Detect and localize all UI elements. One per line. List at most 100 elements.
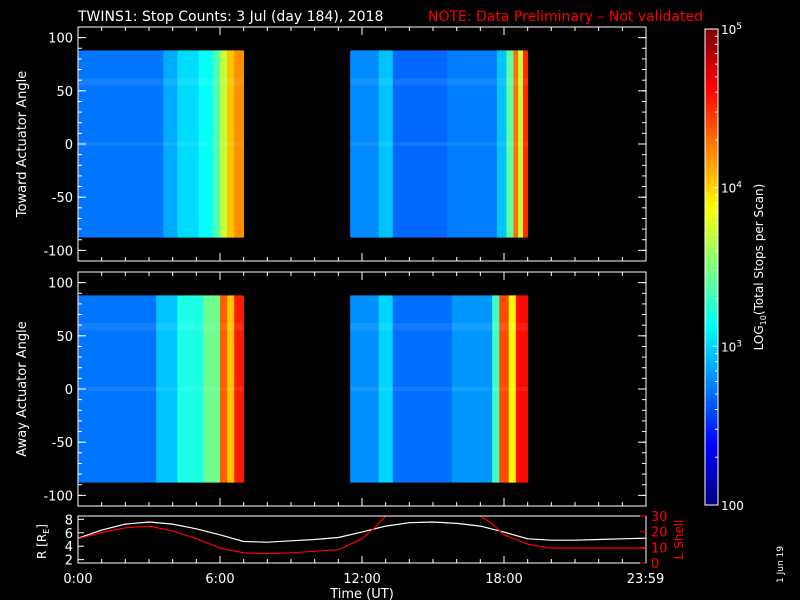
colorbar-step — [705, 219, 718, 224]
heatmap-stripe — [203, 295, 221, 483]
left-axis-label-subscript: E — [42, 529, 51, 534]
colorbar-step — [705, 116, 718, 121]
colorbar-tick-exponent: 5 — [736, 22, 742, 32]
colorbar-step — [705, 306, 718, 312]
colorbar-step — [705, 140, 718, 145]
colorbar-step — [705, 167, 718, 173]
colorbar-step — [705, 191, 718, 197]
heatmap-stripe — [492, 295, 500, 483]
colorbar-step — [705, 429, 718, 435]
colorbar-step — [705, 68, 718, 74]
x-tick-label: 6:00 — [205, 572, 234, 587]
colorbar-step — [705, 298, 718, 304]
colorbar-step — [705, 389, 718, 395]
preliminary-note: NOTE: Data Preliminary – Not validated — [428, 9, 703, 25]
heatmap-stripe — [198, 50, 214, 238]
colorbar-step — [705, 330, 718, 335]
colorbar-step — [705, 171, 718, 177]
colorbar-step — [705, 120, 718, 125]
heatmap-angle-band — [350, 78, 528, 86]
colorbar-tick-label: 104 — [721, 181, 742, 196]
heatmap-stripe — [378, 295, 394, 483]
colorbar-step — [705, 112, 718, 117]
heatmap-stripe — [392, 50, 448, 238]
heatmap-angle-band — [78, 141, 244, 147]
colorbar-step — [705, 405, 718, 411]
heatmap-stripe — [234, 50, 244, 238]
plot-date-stamp: 1 Jun 19 — [776, 546, 786, 583]
colorbar-frame — [704, 28, 719, 506]
colorbar-step — [705, 136, 718, 141]
colorbar-label-prefix: LOG — [752, 325, 766, 350]
colorbar-step — [705, 263, 718, 268]
colorbar-tick-exponent: 3 — [736, 339, 742, 349]
colorbar-step — [705, 251, 718, 256]
colorbar-step — [705, 501, 718, 506]
left-axis-label-bracket: ] — [35, 524, 49, 529]
y-tick-label: -100 — [43, 489, 73, 504]
colorbar-step — [705, 282, 718, 288]
heatmap-stripe — [506, 50, 514, 238]
colorbar-step — [705, 441, 718, 446]
colorbar-step — [705, 417, 718, 423]
colorbar-step — [705, 235, 718, 240]
colorbar-tick-label: 105 — [721, 22, 742, 37]
heatmap-stripe — [177, 295, 204, 483]
colorbar-step — [705, 401, 718, 407]
x-tick-label: 23:59 — [627, 572, 664, 587]
heatmap-stripe — [350, 50, 379, 238]
colorbar-step — [705, 374, 718, 379]
colorbar-step — [705, 322, 718, 327]
right-y-tick-label: 0 — [651, 557, 659, 572]
colorbar-tick-base: 100 — [721, 499, 744, 513]
heatmap-angle-band — [78, 323, 244, 331]
colorbar-step — [705, 386, 718, 391]
colorbar-label: LOG10(Total Stops per Scan) — [752, 184, 768, 351]
x-tick-label: 12:00 — [343, 572, 380, 587]
heatmap-stripe — [156, 295, 178, 483]
colorbar-step — [705, 215, 718, 220]
colorbar-step — [705, 465, 718, 470]
colorbar-step — [705, 148, 718, 153]
colorbar-step — [705, 425, 718, 431]
colorbar-step — [705, 437, 718, 443]
colorbar-step — [705, 334, 718, 339]
colorbar-step — [705, 370, 718, 375]
colorbar-step — [705, 64, 718, 70]
heatmap-stripe — [350, 295, 379, 483]
colorbar-step — [705, 76, 718, 82]
colorbar-step — [705, 473, 718, 478]
colorbar-step — [705, 449, 718, 454]
y-tick-label: -100 — [43, 244, 73, 259]
heatmap-stripe — [220, 295, 228, 483]
colorbar-step — [705, 60, 718, 66]
colorbar-step — [705, 155, 718, 161]
figure-title: TWINS1: Stop Counts: 3 Jul (day 184), 20… — [77, 9, 383, 25]
heatmap-stripe — [234, 295, 244, 483]
colorbar-tick-label: 103 — [721, 339, 742, 354]
colorbar-step — [705, 378, 718, 383]
colorbar-step — [705, 104, 718, 109]
colorbar-step — [705, 489, 718, 494]
heatmap-stripe — [522, 50, 528, 238]
colorbar-step — [705, 457, 718, 462]
colorbar-step — [705, 274, 718, 280]
right-y-tick-label: 10 — [651, 541, 668, 556]
heatmap-stripe — [163, 50, 178, 238]
x-axis-label: Time (UT) — [329, 587, 394, 600]
colorbar-step — [705, 477, 718, 482]
x-tick-label: 18:00 — [485, 572, 522, 587]
heatmap-angle-band — [350, 386, 528, 392]
heatmap-stripe — [177, 50, 199, 238]
heatmap-angle-band — [350, 141, 528, 147]
left-y-tick-label: 4 — [65, 540, 73, 555]
colorbar-step — [705, 124, 718, 129]
y-tick-label: 100 — [48, 32, 73, 47]
colorbar-step — [705, 203, 718, 208]
colorbar-step — [705, 461, 718, 466]
colorbar-step — [705, 29, 718, 34]
colorbar-step — [705, 481, 718, 486]
left-y-tick-label: 2 — [65, 554, 73, 569]
colorbar-tick-base: 10 — [721, 23, 736, 37]
